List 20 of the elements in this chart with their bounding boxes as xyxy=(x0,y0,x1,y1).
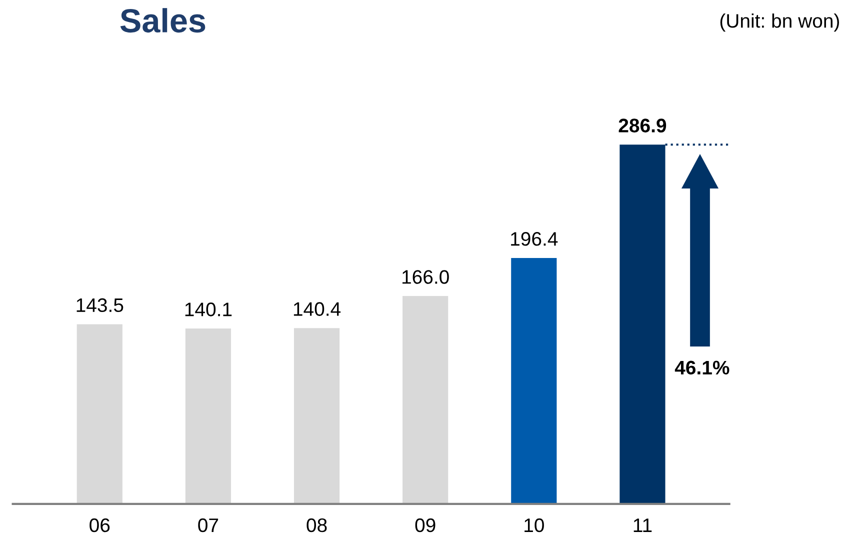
bar xyxy=(185,328,232,504)
chart-title: Sales xyxy=(120,8,206,33)
x-tick-label: 08 xyxy=(306,518,327,532)
x-tick-label: 09 xyxy=(415,518,436,532)
data-label: 286.9 xyxy=(618,118,666,132)
bar xyxy=(76,324,122,504)
x-tick-label: 07 xyxy=(198,518,218,532)
data-label: 196.4 xyxy=(511,232,558,246)
x-tick-label: 06 xyxy=(90,518,110,532)
annotation: 46.1% xyxy=(674,360,730,375)
bar xyxy=(402,296,448,504)
data-label: 143.5 xyxy=(76,298,124,312)
text: (Unit: bn won) xyxy=(720,13,840,32)
bar xyxy=(294,328,340,504)
x-tick-label: 11 xyxy=(634,518,652,532)
data-label: 140.1 xyxy=(185,302,232,316)
data-label: 140.4 xyxy=(294,302,341,316)
x-tick-label: 10 xyxy=(524,518,544,532)
bar xyxy=(511,258,557,504)
data-label: 166.0 xyxy=(402,270,449,284)
